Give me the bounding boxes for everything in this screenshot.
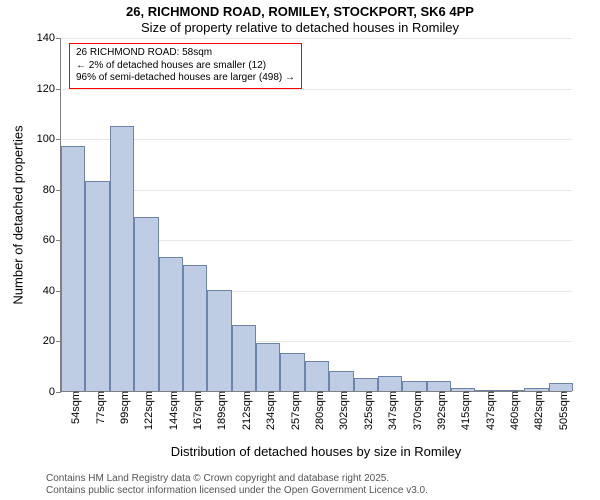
xtick-label: 302sqm bbox=[332, 391, 350, 430]
footer-line1: Contains HM Land Registry data © Crown c… bbox=[46, 473, 600, 485]
annotation-line2: ← 2% of detached houses are smaller (12) bbox=[76, 60, 295, 73]
bar bbox=[549, 383, 573, 391]
xtick-mark bbox=[171, 391, 172, 396]
gridline bbox=[61, 89, 572, 90]
xtick-label: 505sqm bbox=[552, 391, 570, 430]
x-axis-title: Distribution of detached houses by size … bbox=[171, 444, 461, 459]
bar bbox=[451, 388, 475, 391]
bar bbox=[524, 388, 548, 391]
bar bbox=[159, 257, 183, 391]
xtick-mark bbox=[415, 391, 416, 396]
gridline bbox=[61, 139, 572, 140]
plot-area: 26 RICHMOND ROAD: 58sqm ← 2% of detached… bbox=[60, 38, 572, 392]
footer: Contains HM Land Registry data © Crown c… bbox=[46, 473, 600, 497]
chart-root: 26, RICHMOND ROAD, ROMILEY, STOCKPORT, S… bbox=[0, 0, 600, 500]
bar bbox=[61, 146, 85, 391]
xtick-mark bbox=[561, 391, 562, 396]
xtick-label: 437sqm bbox=[479, 391, 497, 430]
gridline bbox=[61, 38, 572, 39]
xtick-mark bbox=[390, 391, 391, 396]
y-axis-title: Number of detached properties bbox=[11, 125, 26, 304]
xtick-label: 280sqm bbox=[308, 391, 326, 430]
bar bbox=[354, 378, 378, 391]
ytick-mark bbox=[56, 392, 61, 393]
footer-line2: Contains public sector information licen… bbox=[46, 485, 600, 497]
xtick-mark bbox=[195, 391, 196, 396]
bar bbox=[500, 390, 524, 391]
xtick-label: 257sqm bbox=[284, 391, 302, 430]
xtick-label: 122sqm bbox=[137, 391, 155, 430]
xtick-mark bbox=[244, 391, 245, 396]
xtick-label: 415sqm bbox=[454, 391, 472, 430]
xtick-label: 460sqm bbox=[503, 391, 521, 430]
bar bbox=[256, 343, 280, 391]
xtick-mark bbox=[122, 391, 123, 396]
xtick-label: 482sqm bbox=[527, 391, 545, 430]
xtick-label: 325sqm bbox=[357, 391, 375, 430]
xtick-label: 144sqm bbox=[162, 391, 180, 430]
title-line1: 26, RICHMOND ROAD, ROMILEY, STOCKPORT, S… bbox=[0, 4, 600, 20]
xtick-mark bbox=[463, 391, 464, 396]
bar bbox=[305, 361, 329, 391]
xtick-mark bbox=[146, 391, 147, 396]
bar bbox=[475, 390, 499, 391]
gridline bbox=[61, 190, 572, 191]
annotation-line3: 96% of semi-detached houses are larger (… bbox=[76, 72, 295, 85]
bar bbox=[329, 371, 353, 391]
bar bbox=[207, 290, 231, 391]
bar bbox=[134, 217, 158, 391]
xtick-mark bbox=[512, 391, 513, 396]
bar bbox=[110, 126, 134, 392]
xtick-mark bbox=[73, 391, 74, 396]
xtick-label: 167sqm bbox=[186, 391, 204, 430]
bar bbox=[427, 381, 451, 391]
annotation-line1: 26 RICHMOND ROAD: 58sqm bbox=[76, 47, 295, 60]
xtick-label: 370sqm bbox=[406, 391, 424, 430]
bar bbox=[378, 376, 402, 391]
xtick-mark bbox=[366, 391, 367, 396]
xtick-label: 234sqm bbox=[259, 391, 277, 430]
xtick-mark bbox=[439, 391, 440, 396]
xtick-mark bbox=[536, 391, 537, 396]
xtick-label: 189sqm bbox=[210, 391, 228, 430]
annotation-box: 26 RICHMOND ROAD: 58sqm ← 2% of detached… bbox=[69, 43, 302, 89]
xtick-mark bbox=[317, 391, 318, 396]
bar bbox=[183, 265, 207, 391]
bar bbox=[280, 353, 304, 391]
xtick-mark bbox=[98, 391, 99, 396]
xtick-label: 212sqm bbox=[235, 391, 253, 430]
bar bbox=[402, 381, 426, 391]
xtick-mark bbox=[293, 391, 294, 396]
xtick-label: 347sqm bbox=[381, 391, 399, 430]
xtick-mark bbox=[219, 391, 220, 396]
xtick-mark bbox=[268, 391, 269, 396]
title-line2: Size of property relative to detached ho… bbox=[0, 20, 600, 36]
title-block: 26, RICHMOND ROAD, ROMILEY, STOCKPORT, S… bbox=[0, 0, 600, 35]
xtick-label: 392sqm bbox=[430, 391, 448, 430]
bar bbox=[232, 325, 256, 391]
xtick-mark bbox=[341, 391, 342, 396]
xtick-mark bbox=[488, 391, 489, 396]
bar bbox=[85, 181, 109, 391]
